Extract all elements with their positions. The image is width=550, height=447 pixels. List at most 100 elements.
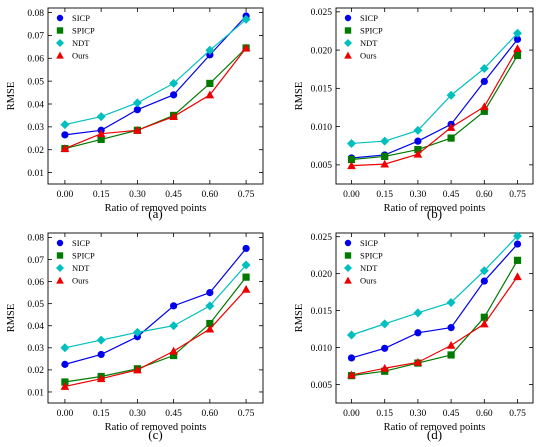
y-tick-label: 0.02 bbox=[27, 366, 44, 376]
y-tick-label: 0.07 bbox=[27, 256, 44, 266]
data-point-spicp bbox=[61, 378, 69, 386]
x-tick-label: 0.75 bbox=[509, 409, 526, 419]
data-point-sicp bbox=[206, 51, 214, 59]
data-point-sicp bbox=[381, 344, 389, 352]
data-point-ours bbox=[241, 284, 251, 293]
y-axis-label: RMSE bbox=[294, 304, 305, 333]
data-point-ours bbox=[446, 123, 456, 131]
series-line-ours bbox=[64, 47, 247, 150]
data-point-sicp bbox=[480, 77, 488, 86]
legend-label-spicp: SPICP bbox=[72, 251, 95, 261]
data-point-ours bbox=[479, 102, 489, 111]
data-point-ndt bbox=[380, 319, 390, 329]
data-point-ours bbox=[513, 272, 522, 281]
x-tick-label: 0.15 bbox=[376, 190, 393, 200]
panel-label: (d) bbox=[427, 427, 442, 442]
data-point-ours bbox=[513, 44, 522, 53]
legend-label-ours: Ours bbox=[360, 51, 377, 61]
data-point-sicp bbox=[513, 35, 522, 43]
y-axis-label: RMSE bbox=[6, 304, 17, 333]
plot-frame bbox=[335, 7, 534, 185]
series-line-ours bbox=[351, 48, 519, 167]
data-point-ours bbox=[413, 149, 423, 158]
y-tick-label: 0.010 bbox=[311, 123, 333, 133]
y-tick-label: 0.04 bbox=[27, 322, 44, 332]
legend-label-sicp: SICP bbox=[72, 13, 90, 23]
series-line-ours bbox=[351, 276, 518, 376]
data-point-spicp bbox=[242, 273, 250, 281]
legend-marker-ours bbox=[56, 276, 64, 284]
x-tick-label: 0.45 bbox=[165, 409, 182, 419]
data-point-ndt bbox=[96, 335, 106, 345]
legend-label-sicp: SICP bbox=[72, 238, 90, 248]
data-point-sicp bbox=[513, 240, 522, 248]
data-point-ours bbox=[479, 319, 489, 328]
data-point-spicp bbox=[414, 145, 422, 154]
legend-marker-spicp bbox=[344, 27, 352, 34]
y-tick-label: 0.04 bbox=[27, 100, 44, 110]
series-line-sicp bbox=[64, 15, 247, 136]
y-tick-label: 0.025 bbox=[311, 233, 333, 243]
y-tick-label: 0.02 bbox=[27, 146, 44, 156]
data-point-ours bbox=[169, 112, 178, 121]
data-point-spicp bbox=[447, 134, 455, 142]
y-tick-label: 0.05 bbox=[27, 300, 44, 310]
data-point-sicp bbox=[61, 131, 69, 139]
data-point-ndt bbox=[205, 45, 215, 55]
data-point-ours bbox=[169, 346, 178, 355]
legend-marker-sicp bbox=[56, 14, 64, 22]
data-point-spicp bbox=[347, 155, 356, 164]
data-point-sicp bbox=[97, 350, 105, 359]
legend-label-spicp: SPICP bbox=[72, 26, 95, 36]
x-tick-label: 0.45 bbox=[443, 190, 460, 200]
data-point-sicp bbox=[133, 106, 141, 114]
data-point-ours bbox=[347, 161, 356, 170]
data-point-ndt bbox=[241, 14, 251, 24]
x-tick-label: 0.00 bbox=[343, 190, 360, 200]
data-point-sicp bbox=[480, 277, 488, 285]
data-point-ours bbox=[241, 43, 251, 52]
y-tick-label: 0.015 bbox=[311, 85, 333, 95]
panel-label: (b) bbox=[427, 206, 442, 221]
data-point-ndt bbox=[346, 330, 356, 340]
y-tick-label: 0.015 bbox=[311, 307, 333, 317]
legend-marker-sicp bbox=[56, 239, 64, 247]
legend-marker-ndt bbox=[344, 39, 352, 47]
x-tick-label: 0.60 bbox=[202, 190, 219, 200]
series-line-sicp bbox=[351, 243, 518, 359]
chart-panel-2: 0.00 0.15 0.30 0.45 0.60 0.75 0.005 0.010 0.015 0… bbox=[294, 7, 534, 221]
data-point-ndt bbox=[205, 301, 215, 311]
x-tick-label: 0.00 bbox=[343, 409, 360, 419]
data-point-sicp bbox=[170, 91, 178, 99]
data-point-ndt bbox=[513, 28, 523, 38]
legend-label-ndt: NDT bbox=[72, 38, 90, 48]
chart-panel-3: 0.00 0.15 0.30 0.45 0.60 0.75 0.01 0.02 0.03 0.04… bbox=[6, 232, 264, 442]
legend-label-spicp: SPICP bbox=[360, 251, 383, 261]
series-line-sicp bbox=[351, 39, 518, 159]
y-tick-label: 0.025 bbox=[311, 8, 333, 18]
data-point-spicp bbox=[480, 313, 488, 321]
y-tick-label: 0.010 bbox=[311, 344, 333, 354]
y-axis-label: RMSE bbox=[6, 82, 17, 111]
panel-label: (c) bbox=[148, 427, 162, 442]
panel-label: (a) bbox=[148, 206, 162, 221]
legend-label-ndt: NDT bbox=[360, 263, 378, 273]
data-point-ndt bbox=[380, 136, 390, 146]
series-line-ndt bbox=[64, 264, 247, 349]
x-axis-label: Ratio of removed points bbox=[105, 422, 207, 433]
y-tick-label: 0.01 bbox=[27, 388, 44, 398]
x-tick-label: 0.15 bbox=[93, 409, 110, 419]
y-tick-label: 0.03 bbox=[27, 123, 44, 133]
y-tick-label: 0.07 bbox=[27, 32, 44, 42]
y-tick-label: 0.05 bbox=[27, 77, 44, 87]
data-point-ndt bbox=[169, 321, 179, 331]
data-point-spicp bbox=[97, 135, 105, 144]
x-tick-label: 0.75 bbox=[509, 190, 526, 200]
series-line-spicp bbox=[351, 260, 519, 377]
legend-marker-sicp bbox=[344, 14, 352, 22]
data-point-ndt bbox=[413, 308, 423, 318]
chart-panel-1: 0.00 0.15 0.30 0.45 0.60 0.75 0.01 0.02 0.03 0.04… bbox=[6, 7, 264, 221]
data-point-ours bbox=[60, 382, 70, 390]
series-line-sicp bbox=[64, 248, 247, 365]
legend-marker-sicp bbox=[344, 239, 352, 247]
